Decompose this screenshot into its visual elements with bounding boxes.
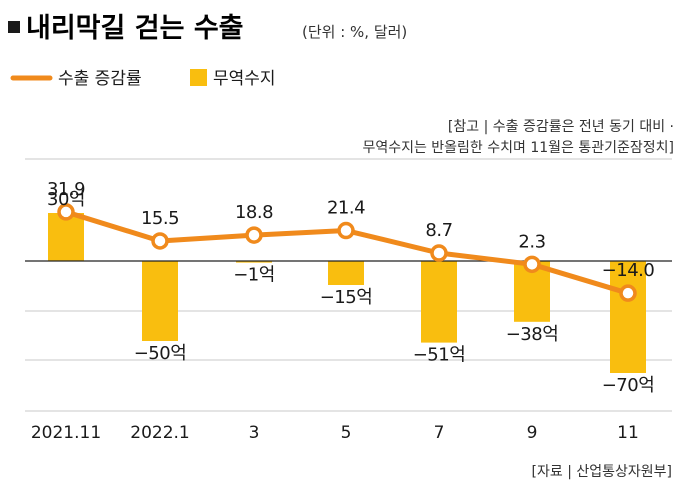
point-value-label: 15.5 [141,208,179,229]
note-line-1: [참고 | 수출 증감률은 전년 동기 대비 · [448,119,674,135]
gridlines [25,158,672,412]
note-line-2: 무역수지는 반올림한 수치며 11월은 통관기준잠정치] [362,140,674,156]
legend-line-label: 수출 증감률 [58,69,142,89]
line-point [57,203,75,221]
point-value-label: 31.9 [47,179,85,200]
data-labels: 30억 −50억 −1억 −15억 −51억 −38억 −70억 31.9 15.5 18.8 21… [47,179,655,396]
bar [328,261,364,285]
point-value-label: −14.0 [602,260,655,281]
bar-value-label: −51억 [413,345,466,366]
bar-series [48,213,646,373]
bar [236,261,272,263]
legend-bar-swatch [190,69,207,86]
line-point [151,232,169,250]
bar [610,261,646,373]
chart-note: [참고 | 수출 증감률은 전년 동기 대비 · 무역수지는 반올림한 수치며 … [362,119,674,156]
point-value-label: 21.4 [327,198,365,219]
x-tick-label: 2021.11 [31,423,101,443]
bar-value-label: −1억 [233,265,275,286]
x-tick-label: 5 [341,423,352,443]
bar-value-label: −70억 [602,375,655,396]
source-note: [자료 | 산업통상자원부] [532,464,672,480]
bar-value-label: −15억 [320,287,373,308]
point-value-label: 8.7 [425,220,452,241]
line-point [245,226,263,244]
line-point [430,244,448,262]
bar-value-label: 30억 [47,189,85,210]
bar-value-label: −50억 [134,343,187,364]
x-tick-label: 7 [434,423,445,443]
line-point [337,221,355,240]
chart-title: 내리막길 걷는 수출 [26,13,244,44]
bar-value-label: −38억 [506,324,559,345]
line-point [523,255,541,274]
legend-bar-label: 무역수지 [213,69,276,89]
bar [421,261,457,343]
x-tick-label: 2022.1 [130,423,189,443]
x-tick-label: 11 [617,423,639,443]
chart-unit: (단위 : %, 달러) [302,23,407,41]
point-value-label: 2.3 [518,231,545,252]
x-axis-ticks: 2021.11 2022.1 3 5 7 9 11 [31,423,639,443]
point-value-label: 18.8 [235,202,273,223]
x-tick-label: 9 [527,423,538,443]
title-square-icon [8,21,20,33]
bar [142,261,178,341]
x-tick-label: 3 [249,423,260,443]
chart-header: 내리막길 걷는 수출 (단위 : %, 달러) [8,13,407,44]
line-series [57,203,637,302]
line-point [619,284,637,302]
legend: 수출 증감률 무역수지 [10,69,276,89]
bar [48,213,84,261]
